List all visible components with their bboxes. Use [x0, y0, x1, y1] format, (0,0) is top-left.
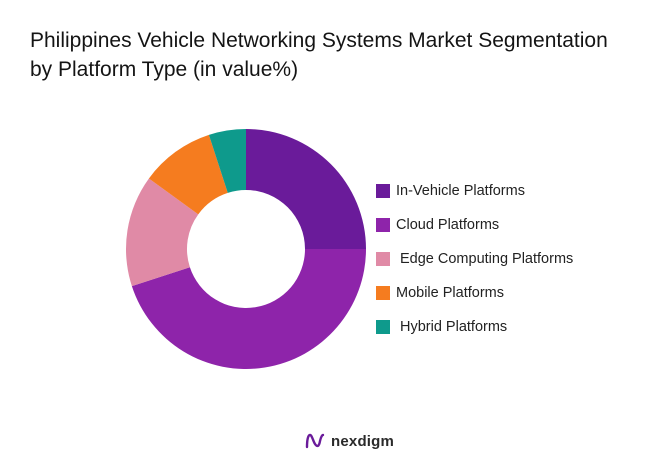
- legend-item-hybrid: Hybrid Platforms: [376, 310, 573, 344]
- chart-title-line-1: Philippines Vehicle Networking Systems M…: [30, 29, 608, 52]
- donut-slice-edge-computing: [125, 178, 199, 287]
- brand-name: nexdigm: [331, 432, 395, 450]
- legend-label-mobile: Mobile Platforms: [396, 285, 504, 301]
- chart-title-line-2: by Platform Type (in value%): [30, 58, 299, 81]
- legend-label-edge: Edge Computing Platforms: [400, 251, 574, 267]
- legend-item-mobile: Mobile Platforms: [376, 276, 573, 310]
- legend-item-edge: Edge Computing Platforms: [376, 242, 573, 276]
- legend-label-in-vehicle: In-Vehicle Platforms: [396, 183, 525, 199]
- donut-slice-mobile: [148, 134, 228, 215]
- donut-slice-hybrid: [208, 129, 246, 193]
- donut-slice-cloud: [131, 249, 366, 370]
- brand-logo: nexdigm: [304, 432, 394, 450]
- donut-slice-in-vehicle: [246, 129, 366, 249]
- legend-swatch-cloud: [376, 218, 390, 232]
- legend-item-in-vehicle: In-Vehicle Platforms: [376, 174, 573, 208]
- chart-legend: In-Vehicle Platforms Cloud Platforms Edg…: [376, 174, 573, 344]
- legend-label-cloud: Cloud Platforms: [396, 217, 500, 233]
- legend-swatch-mobile: [376, 286, 390, 300]
- legend-label-hybrid: Hybrid Platforms: [400, 319, 508, 335]
- legend-swatch-hybrid: [376, 320, 390, 334]
- nexdigm-logo-icon: [305, 433, 325, 449]
- legend-swatch-edge: [376, 252, 390, 266]
- chart-title: Philippines Vehicle Networking Systems M…: [30, 26, 660, 84]
- legend-swatch-in-vehicle: [376, 184, 390, 198]
- legend-item-cloud: Cloud Platforms: [376, 208, 573, 242]
